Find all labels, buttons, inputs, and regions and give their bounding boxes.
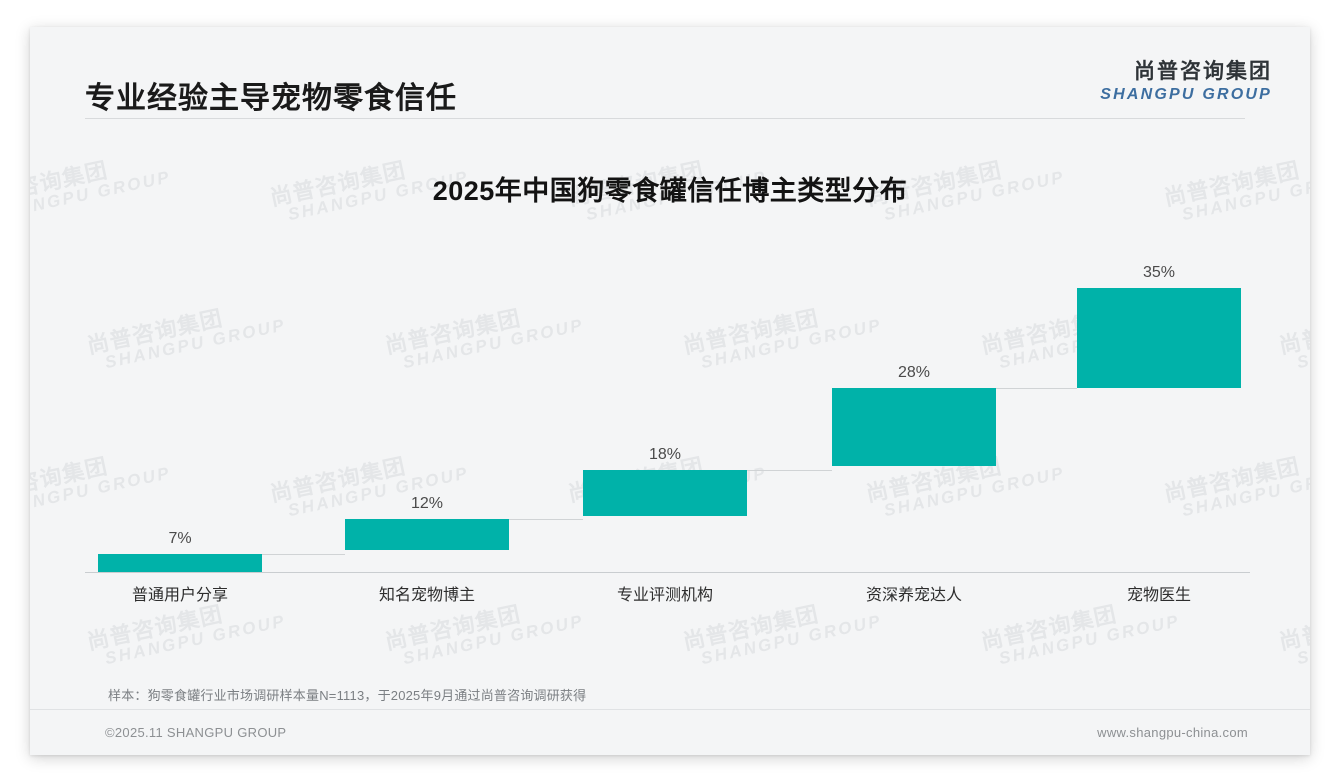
slide-card: 尚普咨询集团 SHANGPU GROUP 尚普咨询集团 SHANGPU GROUP 尚普…	[30, 27, 1310, 755]
slide-footer: ©2025.11 SHANGPU GROUP www.shangpu-china…	[30, 710, 1310, 755]
bar-value-label: 35%	[1142, 264, 1176, 281]
chart-bar[interactable]	[832, 388, 996, 466]
waterfall-connector	[262, 554, 345, 555]
slide-header: 专业经验主导宠物零食信任 尚普咨询集团 SHANGPU GROUP	[30, 27, 1310, 119]
chart-plot-area: 7% 普通用户分享 12% 知名宠物博主 18% 专业评测机构 28% 资深养宠达人 35% 宠物…	[30, 27, 1310, 755]
chart-title: 2025年中国狗零食罐信任博主类型分布	[432, 176, 908, 206]
brand-logo: 尚普咨询集团 SHANGPU GROUP	[1100, 60, 1272, 105]
logo-chinese-text: 尚普咨询集团	[1134, 60, 1272, 83]
footer-website: www.shangpu-china.com	[1097, 725, 1248, 740]
logo-english-text: SHANGPU GROUP	[1100, 86, 1272, 104]
bar-category-label: 知名宠物博主	[378, 587, 475, 604]
bar-value-label: 12%	[410, 495, 444, 512]
chart-bar[interactable]	[1077, 288, 1241, 388]
waterfall-connector	[509, 519, 583, 520]
chart-bar[interactable]	[345, 519, 509, 550]
footer-copyright: ©2025.11 SHANGPU GROUP	[105, 725, 287, 740]
chart-baseline-axis	[85, 572, 1250, 573]
footer-divider	[30, 709, 1310, 710]
bar-category-label: 普通用户分享	[131, 587, 228, 604]
bar-category-label: 宠物医生	[1126, 587, 1191, 604]
chart-bar[interactable]	[98, 554, 262, 572]
bar-value-label: 18%	[648, 446, 682, 463]
waterfall-connector	[996, 388, 1077, 389]
waterfall-connector	[747, 470, 832, 471]
bar-value-label: 7%	[168, 530, 192, 547]
bar-category-label: 资深养宠达人	[865, 587, 962, 604]
page-title: 专业经验主导宠物零食信任	[85, 82, 457, 115]
chart-footnote: 样本：狗零食罐行业市场调研样本量N=1113，于2025年9月通过尚普咨询调研获…	[108, 688, 587, 703]
bar-value-label: 28%	[897, 364, 931, 381]
chart-bar[interactable]	[583, 470, 747, 516]
bar-category-label: 专业评测机构	[616, 587, 713, 604]
header-divider	[85, 118, 1245, 119]
